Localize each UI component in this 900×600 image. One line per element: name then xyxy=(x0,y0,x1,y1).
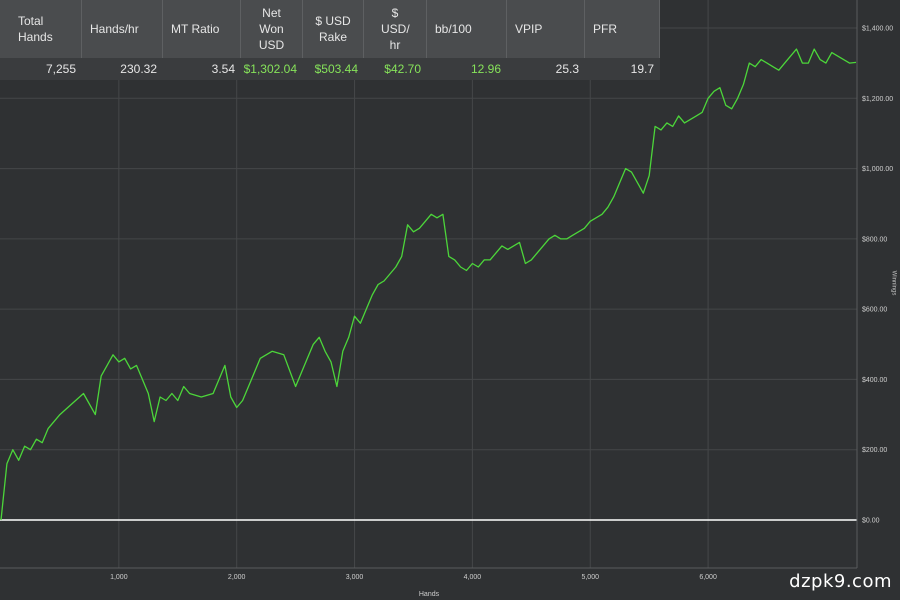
stats-value: 230.32 xyxy=(120,62,157,76)
stats-value: 19.7 xyxy=(630,62,654,76)
x-axis-label: Hands xyxy=(419,591,440,598)
series-line xyxy=(0,48,857,521)
y-tick-label: $1,200.00 xyxy=(862,96,893,103)
y-axis-label: Winnings xyxy=(890,270,897,296)
x-tick-label: 4,000 xyxy=(464,574,482,581)
stats-value: $503.44 xyxy=(314,62,358,76)
y-tick-label: $600.00 xyxy=(862,307,887,314)
x-tick-label: 5,000 xyxy=(581,574,599,581)
stats-header: VPIP xyxy=(507,0,585,58)
x-tick-label: 2,000 xyxy=(228,574,246,581)
stats-header: $ USD Rake xyxy=(303,0,364,58)
stats-value: 3.54 xyxy=(211,62,235,76)
y-tick-label: $200.00 xyxy=(862,447,887,454)
y-tick-label: $1,400.00 xyxy=(862,26,893,33)
stats-header: bb/100 xyxy=(427,0,507,58)
winnings-series xyxy=(0,48,857,521)
stats-value: $1,302.04 xyxy=(243,62,297,76)
x-tick-label: 1,000 xyxy=(110,574,128,581)
watermark: dzpk9.com xyxy=(789,571,892,592)
stats-value: 12.96 xyxy=(470,62,501,76)
stats-header: $ USD/ hr xyxy=(364,0,427,58)
x-tick-label: 6,000 xyxy=(699,574,717,581)
y-tick-label: $0.00 xyxy=(862,518,880,525)
stats-table: Total Hands Hands/hr MT Ratio Net Won USD $ … xyxy=(0,0,660,80)
stats-header: MT Ratio xyxy=(163,0,241,58)
y-tick-label: $400.00 xyxy=(862,377,887,384)
y-tick-label: $800.00 xyxy=(862,236,887,243)
stats-value: 7,255 xyxy=(45,62,76,76)
stats-value: $42.70 xyxy=(384,62,421,76)
stats-header: PFR xyxy=(585,0,660,58)
y-axis-ticks: $0.00 $200.00 $400.00 $600.00 $800.00 $1,000.… xyxy=(862,26,893,525)
stats-header: Total Hands xyxy=(0,0,82,58)
stats-header: Net Won USD xyxy=(241,0,303,58)
chart-grid xyxy=(0,0,858,569)
x-axis-ticks: 1,000 2,000 3,000 4,000 5,000 6,000 xyxy=(110,574,717,581)
y-tick-label: $1,000.00 xyxy=(862,166,893,173)
stats-header: Hands/hr xyxy=(82,0,163,58)
x-tick-label: 3,000 xyxy=(346,574,364,581)
stats-value: 25.3 xyxy=(555,62,579,76)
